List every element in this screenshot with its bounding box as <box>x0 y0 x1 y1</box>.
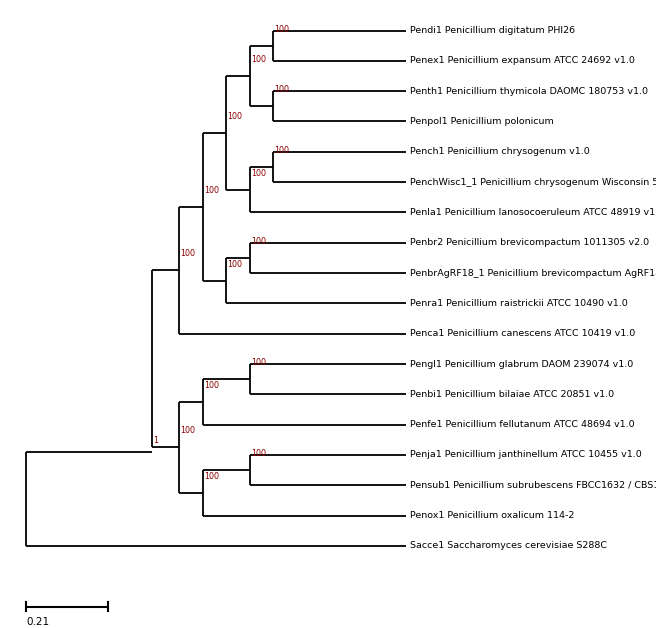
Text: Penla1 Penicillium lanosocoeruleum ATCC 48919 v1.0: Penla1 Penicillium lanosocoeruleum ATCC … <box>409 208 656 217</box>
Text: Penth1 Penicillium thymicola DAOMC 180753 v1.0: Penth1 Penicillium thymicola DAOMC 18075… <box>409 87 647 95</box>
Text: Sacce1 Saccharomyces cerevisiae S288C: Sacce1 Saccharomyces cerevisiae S288C <box>409 541 607 550</box>
Text: Penra1 Penicillium raistrickii ATCC 10490 v1.0: Penra1 Penicillium raistrickii ATCC 1049… <box>409 299 627 308</box>
Text: 100: 100 <box>227 112 242 121</box>
Text: 100: 100 <box>180 426 195 435</box>
Text: Penja1 Penicillium janthinellum ATCC 10455 v1.0: Penja1 Penicillium janthinellum ATCC 104… <box>409 450 642 460</box>
Text: 100: 100 <box>227 259 242 269</box>
Text: 100: 100 <box>251 449 266 458</box>
Text: 100: 100 <box>251 168 266 178</box>
Text: Pengl1 Penicillium glabrum DAOM 239074 v1.0: Pengl1 Penicillium glabrum DAOM 239074 v… <box>409 359 633 369</box>
Text: 100: 100 <box>274 85 289 94</box>
Text: 100: 100 <box>251 55 266 64</box>
Text: PenbrAgRF18_1 Penicillium brevicompactum AgRF18 v1.0: PenbrAgRF18_1 Penicillium brevicompactum… <box>409 269 656 278</box>
Text: Penca1 Penicillium canescens ATCC 10419 v1.0: Penca1 Penicillium canescens ATCC 10419 … <box>409 329 635 338</box>
Text: 100: 100 <box>274 146 289 155</box>
Text: Penox1 Penicillium oxalicum 114-2: Penox1 Penicillium oxalicum 114-2 <box>409 511 574 520</box>
Text: 100: 100 <box>251 237 266 246</box>
Text: 100: 100 <box>251 358 266 367</box>
Text: Penbr2 Penicillium brevicompactum 1011305 v2.0: Penbr2 Penicillium brevicompactum 101130… <box>409 238 649 247</box>
Text: Penex1 Penicillium expansum ATCC 24692 v1.0: Penex1 Penicillium expansum ATCC 24692 v… <box>409 57 634 65</box>
Text: 100: 100 <box>204 472 218 481</box>
Text: 100: 100 <box>204 381 218 390</box>
Text: 100: 100 <box>180 249 195 258</box>
Text: Pensub1 Penicillium subrubescens FBCC1632 / CBS132785: Pensub1 Penicillium subrubescens FBCC163… <box>409 481 656 490</box>
Text: PenchWisc1_1 Penicillium chrysogenum Wisconsin 54-1255: PenchWisc1_1 Penicillium chrysogenum Wis… <box>409 178 656 187</box>
Text: Pendi1 Penicillium digitatum PHI26: Pendi1 Penicillium digitatum PHI26 <box>409 26 575 35</box>
Text: Penfe1 Penicillium fellutanum ATCC 48694 v1.0: Penfe1 Penicillium fellutanum ATCC 48694… <box>409 420 634 429</box>
Text: 0.21: 0.21 <box>26 617 49 627</box>
Text: 100: 100 <box>204 186 218 195</box>
Text: 1: 1 <box>153 436 158 445</box>
Text: Penbi1 Penicillium bilaiae ATCC 20851 v1.0: Penbi1 Penicillium bilaiae ATCC 20851 v1… <box>409 390 613 399</box>
Text: 100: 100 <box>274 24 289 33</box>
Text: Pench1 Penicillium chrysogenum v1.0: Pench1 Penicillium chrysogenum v1.0 <box>409 148 589 156</box>
Text: Penpol1 Penicillium polonicum: Penpol1 Penicillium polonicum <box>409 117 553 126</box>
